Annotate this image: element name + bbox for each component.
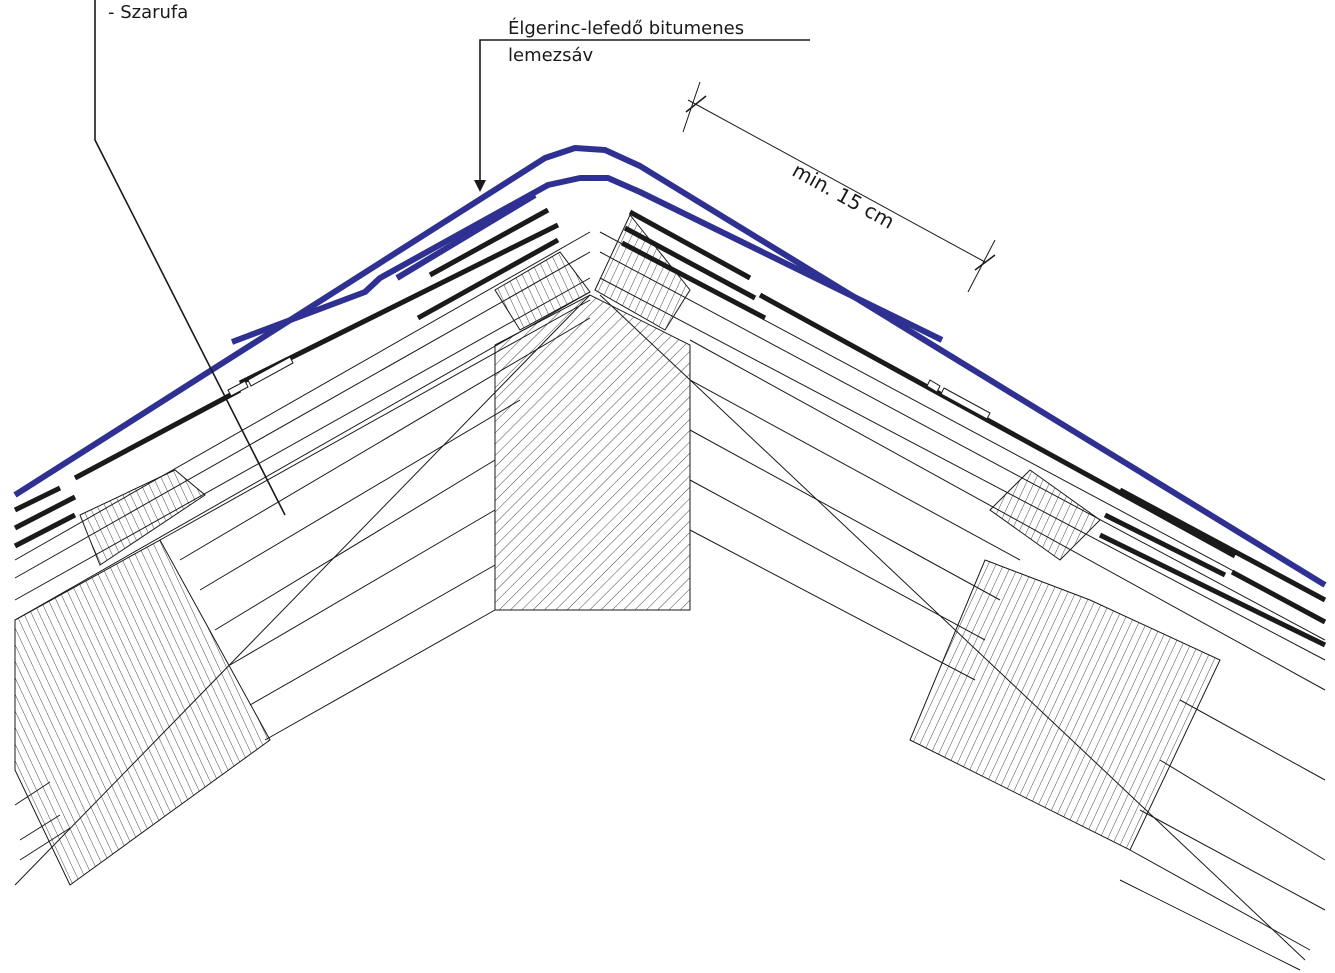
right-timber-lines — [599, 231, 1326, 971]
left-rafter-hatched — [14, 539, 271, 886]
ridge-strip-arrow — [474, 180, 486, 192]
right-rafter-hatched — [909, 559, 1221, 851]
leader-lines — [94, 0, 810, 516]
rafter-leader — [94, 0, 286, 516]
shingle-layers — [13, 207, 1327, 648]
ridge-strip-leader — [479, 39, 810, 185]
left-purlin-upper — [494, 251, 591, 331]
ridge-strip — [13, 145, 1327, 588]
dimension-line — [682, 81, 996, 293]
right-batten — [989, 469, 1101, 561]
hatched-timber-members — [14, 214, 1221, 886]
rafter-label: - Szarufa — [108, 2, 189, 23]
right-purlin-upper — [594, 214, 691, 331]
ridge-strip-label-line1: Élgerinc-lefedő bitumenes — [508, 18, 745, 39]
ridge-beam — [494, 294, 691, 611]
ventilation-gaps — [227, 356, 991, 420]
ridge-strip-label-line2: lemezsáv — [508, 45, 594, 66]
left-batten — [79, 469, 206, 566]
ridge-strip-outer — [13, 145, 1327, 588]
ridge-strip-inner — [230, 175, 944, 345]
